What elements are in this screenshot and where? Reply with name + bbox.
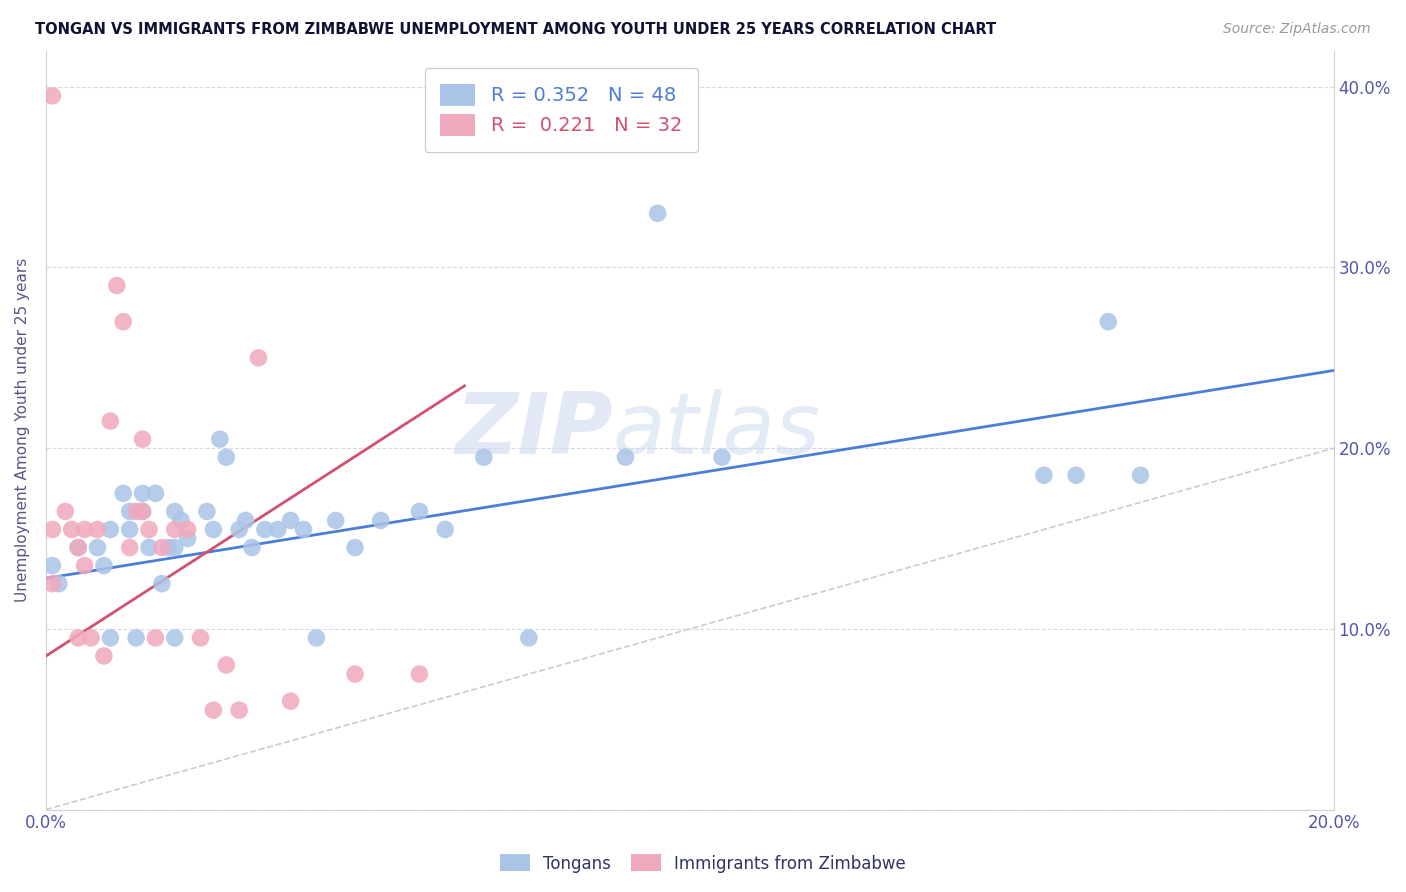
Point — [80, 631, 103, 645]
Point — [163, 504, 186, 518]
Point — [163, 541, 186, 555]
Point — [86, 541, 108, 555]
Point — [176, 523, 198, 537]
Point — [157, 541, 180, 555]
Point — [253, 523, 276, 537]
Point — [711, 450, 734, 465]
Point — [60, 523, 83, 537]
Point — [98, 523, 121, 537]
Text: Source: ZipAtlas.com: Source: ZipAtlas.com — [1223, 22, 1371, 37]
Text: ZIP: ZIP — [456, 389, 613, 472]
Point — [105, 278, 128, 293]
Point — [228, 703, 250, 717]
Text: atlas: atlas — [613, 389, 821, 472]
Point — [215, 450, 238, 465]
Legend: R = 0.352   N = 48, R =  0.221   N = 32: R = 0.352 N = 48, R = 0.221 N = 32 — [425, 68, 697, 152]
Point — [138, 523, 160, 537]
Point — [408, 667, 430, 681]
Point — [202, 523, 225, 537]
Point — [73, 558, 96, 573]
Point — [98, 414, 121, 428]
Point — [131, 504, 153, 518]
Text: TONGAN VS IMMIGRANTS FROM ZIMBABWE UNEMPLOYMENT AMONG YOUTH UNDER 25 YEARS CORRE: TONGAN VS IMMIGRANTS FROM ZIMBABWE UNEMP… — [35, 22, 997, 37]
Point — [93, 558, 115, 573]
Point — [647, 206, 669, 220]
Legend: Tongans, Immigrants from Zimbabwe: Tongans, Immigrants from Zimbabwe — [494, 847, 912, 880]
Point — [1032, 468, 1054, 483]
Point — [98, 631, 121, 645]
Point — [176, 532, 198, 546]
Point — [280, 513, 302, 527]
Point — [93, 648, 115, 663]
Point — [138, 541, 160, 555]
Point — [190, 631, 212, 645]
Point — [150, 576, 173, 591]
Point — [343, 667, 366, 681]
Point — [280, 694, 302, 708]
Point — [305, 631, 328, 645]
Point — [41, 88, 63, 103]
Point — [208, 432, 231, 446]
Point — [235, 513, 257, 527]
Point — [163, 631, 186, 645]
Point — [118, 523, 141, 537]
Point — [1064, 468, 1087, 483]
Y-axis label: Unemployment Among Youth under 25 years: Unemployment Among Youth under 25 years — [15, 258, 30, 602]
Point — [112, 315, 135, 329]
Point — [131, 486, 153, 500]
Point — [125, 631, 148, 645]
Point — [1129, 468, 1152, 483]
Point — [170, 513, 193, 527]
Point — [41, 576, 63, 591]
Point — [343, 541, 366, 555]
Point — [325, 513, 347, 527]
Point — [163, 523, 186, 537]
Point — [215, 658, 238, 673]
Point — [131, 504, 153, 518]
Point — [125, 504, 148, 518]
Point — [195, 504, 218, 518]
Point — [517, 631, 540, 645]
Point — [118, 541, 141, 555]
Point — [67, 541, 90, 555]
Point — [53, 504, 76, 518]
Point — [48, 576, 70, 591]
Point — [434, 523, 457, 537]
Point — [145, 631, 167, 645]
Point — [150, 541, 173, 555]
Point — [267, 523, 290, 537]
Point — [202, 703, 225, 717]
Point — [131, 432, 153, 446]
Point — [247, 351, 270, 365]
Point — [370, 513, 392, 527]
Point — [67, 631, 90, 645]
Point — [112, 486, 135, 500]
Point — [86, 523, 108, 537]
Point — [614, 450, 637, 465]
Point — [145, 486, 167, 500]
Point — [67, 541, 90, 555]
Point — [472, 450, 495, 465]
Point — [240, 541, 263, 555]
Point — [292, 523, 315, 537]
Point — [408, 504, 430, 518]
Point — [118, 504, 141, 518]
Point — [41, 523, 63, 537]
Point — [73, 523, 96, 537]
Point — [1097, 315, 1119, 329]
Point — [228, 523, 250, 537]
Point — [41, 558, 63, 573]
